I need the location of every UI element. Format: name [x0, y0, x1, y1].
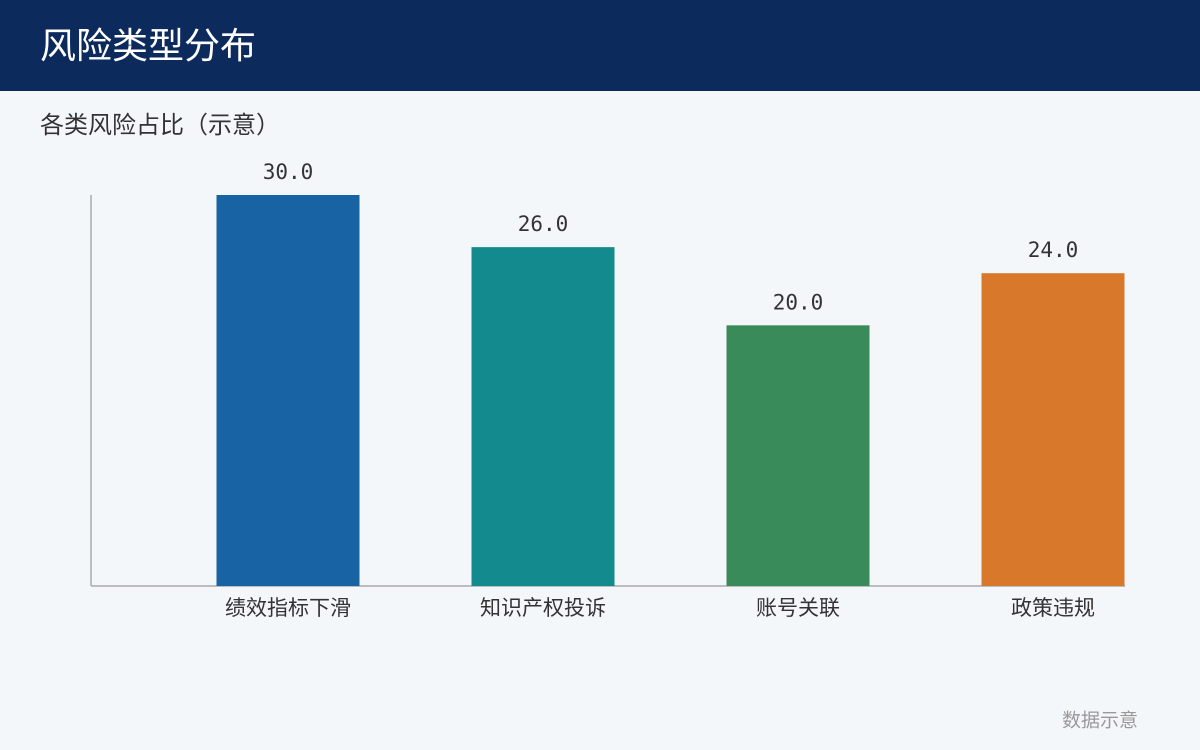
value-label: 20.0 — [773, 290, 824, 314]
chart-subtitle: 各类风险占比（示意） — [40, 111, 280, 139]
x-tick-label: 知识产权投诉 — [480, 596, 606, 620]
bar — [471, 247, 615, 586]
x-tick-label: 账号关联 — [756, 596, 840, 620]
value-label: 30.0 — [263, 160, 314, 184]
bar — [726, 325, 870, 586]
x-tick-label: 绩效指标下滑 — [225, 596, 351, 620]
note: 数据示意 — [1062, 710, 1138, 732]
bar — [981, 273, 1125, 586]
page-title: 风险类型分布 — [40, 26, 256, 67]
value-label: 24.0 — [1028, 238, 1079, 262]
bar — [216, 195, 360, 586]
value-label: 26.0 — [518, 212, 569, 236]
x-tick-label: 政策违规 — [1011, 596, 1095, 620]
header-bar — [0, 0, 1200, 91]
